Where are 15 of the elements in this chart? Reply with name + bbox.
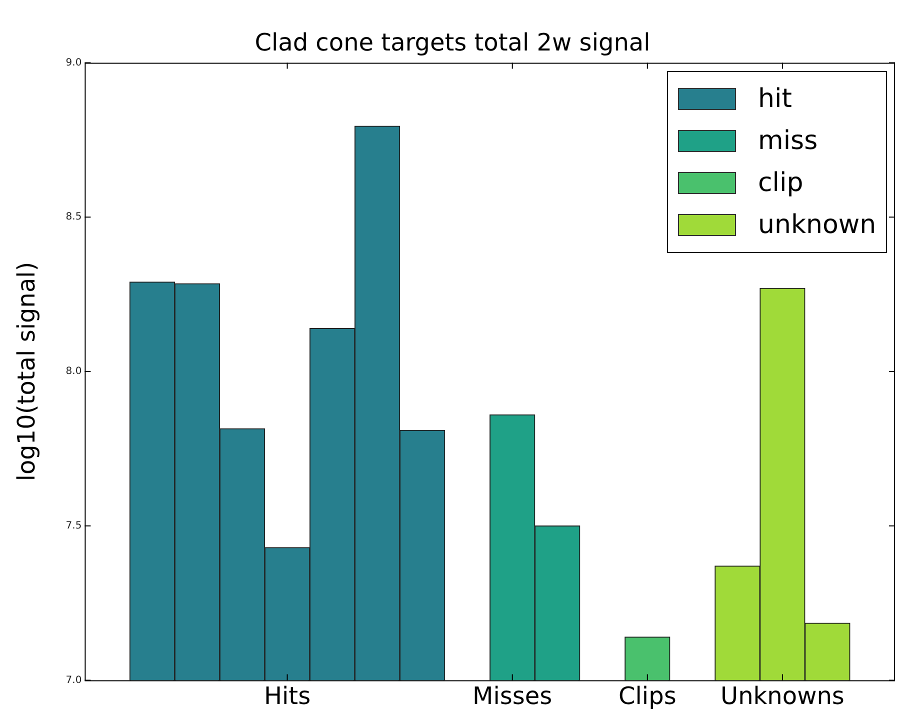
x-tick-label: Misses	[472, 682, 552, 710]
legend-label: miss	[758, 126, 818, 156]
y-tick-label: 9.0	[66, 57, 82, 68]
y-tick-label: 7.5	[66, 520, 82, 532]
y-tick-label: 7.0	[66, 674, 82, 686]
y-tick-label: 8.5	[66, 212, 82, 223]
legend-label: clip	[758, 168, 804, 198]
x-tick-label: Unknowns	[720, 682, 844, 710]
y-tick-label: 8.0	[66, 366, 82, 378]
y-axis-title: log10(total signal)	[12, 262, 41, 482]
legend-label: unknown	[758, 210, 876, 240]
x-tick-label: Hits	[264, 682, 311, 710]
x-tick-label: Clips	[618, 682, 676, 710]
legend-label: hit	[758, 84, 792, 114]
chart-title: Clad cone targets total 2w signal	[254, 28, 650, 57]
